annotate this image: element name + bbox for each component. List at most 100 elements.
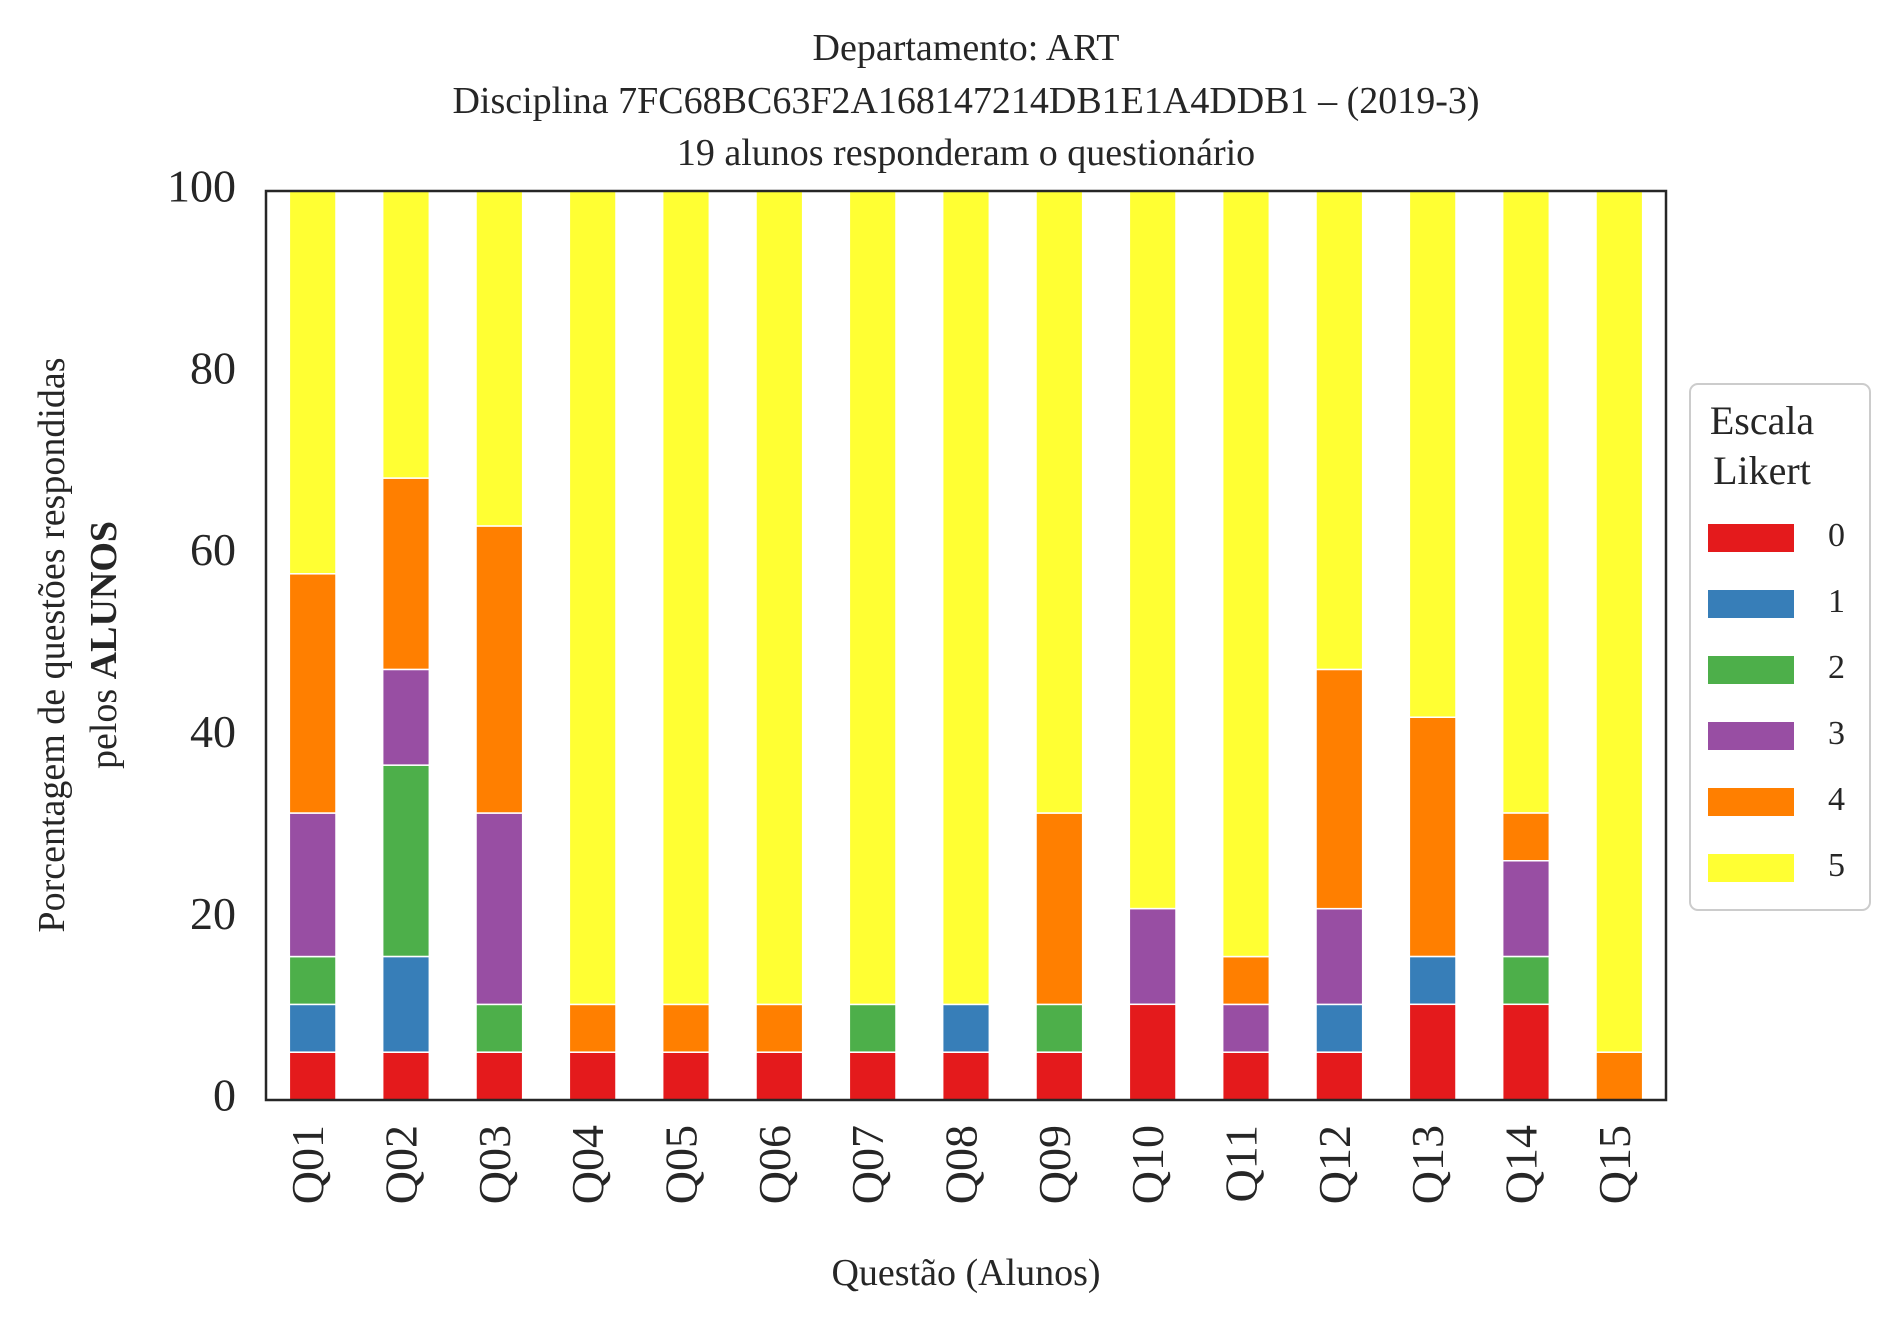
bar-segment-q06-likert-5 — [755, 190, 804, 1006]
bar-segment-q13-likert-1 — [1408, 955, 1457, 1006]
bar-segment-q12-likert-5 — [1315, 190, 1364, 671]
legend-label-5: 5 — [1828, 847, 1845, 884]
chart-title: Departamento: ART Disciplina 7FC68BC63F2… — [452, 27, 1479, 174]
bar-segment-q10-likert-0 — [1128, 1003, 1177, 1101]
x-tick-label-q11: Q11 — [1216, 1125, 1267, 1203]
legend-label-4: 4 — [1828, 781, 1845, 818]
bar-segment-q05-likert-4 — [661, 1003, 711, 1053]
bar-segment-q04-likert-4 — [568, 1003, 617, 1053]
legend-swatch-1 — [1708, 590, 1794, 618]
x-axis-ticks: Q01 Q02 Q03 Q04 Q05 Q06 Q07 Q08 Q09 Q10 Q11 Q12 Q13 Q… — [282, 1125, 1640, 1204]
bar-segment-q11-likert-4 — [1221, 955, 1271, 1006]
bar-segment-q14-likert-5 — [1501, 190, 1551, 814]
bar-segment-q13-likert-0 — [1408, 1003, 1457, 1101]
bar-segment-q08-likert-0 — [941, 1051, 991, 1101]
x-tick-label-q03: Q03 — [469, 1125, 520, 1204]
bar-segment-q04-likert-0 — [568, 1051, 617, 1101]
bar-segment-q02-likert-3 — [381, 668, 431, 766]
y-axis-label-bold: ALUNOS — [83, 521, 125, 679]
bar-segment-q15-likert-5 — [1595, 190, 1644, 1053]
bar-segment-q03-likert-3 — [475, 812, 524, 1006]
bar-segment-q11-likert-0 — [1221, 1051, 1271, 1101]
legend-swatch-4 — [1708, 788, 1794, 816]
bar-segment-q08-likert-5 — [941, 190, 991, 1006]
bar-segment-q03-likert-0 — [475, 1051, 524, 1101]
legend-swatch-3 — [1708, 722, 1794, 750]
bar-segment-q01-likert-0 — [288, 1051, 337, 1101]
legend-title-line-1: Escala — [1710, 398, 1815, 443]
legend-label-3: 3 — [1828, 715, 1845, 752]
title-line-3: 19 alunos responderam o questionário — [677, 132, 1255, 174]
bar-segment-q02-likert-5 — [381, 190, 431, 479]
y-axis-ticks: 0 20 40 60 80 100 — [167, 161, 236, 1121]
bar-segment-q01-likert-1 — [288, 1003, 337, 1053]
bar-segment-q10-likert-3 — [1128, 907, 1177, 1006]
legend-swatch-2 — [1708, 656, 1794, 684]
bar-segment-q03-likert-2 — [475, 1003, 524, 1053]
bar-segment-q15-likert-4 — [1595, 1051, 1644, 1101]
y-axis-label: Porcentagem de questões respondidas pelo… — [31, 357, 125, 932]
y-axis-label-line-2: pelos ALUNOS — [83, 521, 125, 769]
bar-segment-q09-likert-0 — [1035, 1051, 1084, 1101]
bar-segment-q14-likert-2 — [1501, 955, 1551, 1006]
legend-label-2: 2 — [1828, 649, 1845, 686]
legend-frame — [1689, 383, 1871, 911]
x-tick-label-q12: Q12 — [1309, 1125, 1360, 1204]
bar-segment-q07-likert-5 — [848, 190, 897, 1006]
x-axis-label: Questão (Alunos) — [831, 1252, 1100, 1294]
bar-segment-q03-likert-4 — [475, 525, 524, 814]
bar-segment-q01-likert-3 — [288, 812, 337, 958]
y-tick-label-60: 60 — [190, 524, 236, 575]
bar-segment-q01-likert-4 — [288, 573, 337, 814]
bar-segment-q11-likert-5 — [1221, 190, 1271, 958]
legend-label-1: 1 — [1828, 583, 1845, 620]
x-tick-label-q15: Q15 — [1589, 1125, 1640, 1204]
y-axis-label-prefix: pelos — [83, 679, 125, 769]
bar-segment-q13-likert-4 — [1408, 716, 1457, 958]
x-tick-label-q10: Q10 — [1122, 1125, 1173, 1204]
bar-segment-q10-likert-5 — [1128, 190, 1177, 910]
bar-segment-q07-likert-0 — [848, 1051, 897, 1101]
bar-segment-q09-likert-5 — [1035, 190, 1084, 814]
x-tick-label-q13: Q13 — [1402, 1125, 1453, 1204]
bar-segment-q14-likert-0 — [1501, 1003, 1551, 1101]
bar-segment-q07-likert-2 — [848, 1003, 897, 1053]
bar-segment-q11-likert-3 — [1221, 1003, 1271, 1053]
y-tick-label-80: 80 — [190, 342, 236, 393]
y-tick-label-0: 0 — [213, 1070, 236, 1121]
x-tick-label-q04: Q04 — [562, 1125, 613, 1204]
legend: Escala Likert 0 1 2 3 4 5 — [1689, 383, 1871, 911]
title-line-2: Disciplina 7FC68BC63F2A168147214DB1E1A4D… — [452, 80, 1479, 122]
bar-segment-q12-likert-1 — [1315, 1003, 1364, 1053]
x-tick-label-q14: Q14 — [1496, 1125, 1547, 1204]
bar-segment-q12-likert-3 — [1315, 907, 1364, 1006]
bar-segment-q05-likert-5 — [661, 190, 711, 1006]
y-tick-label-20: 20 — [190, 888, 236, 939]
x-tick-label-q09: Q09 — [1029, 1125, 1080, 1204]
bar-segment-q02-likert-4 — [381, 477, 431, 671]
bar-segment-q06-likert-4 — [755, 1003, 804, 1053]
title-line-1: Departamento: ART — [813, 27, 1120, 69]
x-tick-label-q05: Q05 — [656, 1125, 707, 1204]
legend-entries: 0 1 2 3 4 5 — [1708, 517, 1845, 884]
bar-segment-q02-likert-1 — [381, 955, 431, 1053]
bar-segment-q08-likert-1 — [941, 1003, 991, 1053]
legend-swatch-5 — [1708, 854, 1794, 882]
bar-segment-q12-likert-4 — [1315, 668, 1364, 910]
bar-segment-q02-likert-0 — [381, 1051, 431, 1101]
bar-segment-q04-likert-5 — [568, 190, 617, 1006]
x-tick-label-q06: Q06 — [749, 1125, 800, 1204]
bar-segment-q14-likert-3 — [1501, 860, 1551, 958]
bar-segment-q09-likert-2 — [1035, 1003, 1084, 1053]
bar-segment-q03-likert-5 — [475, 190, 524, 527]
legend-swatch-0 — [1708, 524, 1794, 552]
bar-segment-q12-likert-0 — [1315, 1051, 1364, 1101]
bar-segment-q13-likert-5 — [1408, 190, 1457, 718]
x-tick-label-q02: Q02 — [376, 1125, 427, 1204]
x-tick-label-q07: Q07 — [842, 1125, 893, 1204]
bar-segment-q05-likert-0 — [661, 1051, 711, 1101]
bar-segment-q06-likert-0 — [755, 1051, 804, 1101]
bar-segment-q14-likert-4 — [1501, 812, 1551, 862]
legend-label-0: 0 — [1828, 517, 1845, 554]
